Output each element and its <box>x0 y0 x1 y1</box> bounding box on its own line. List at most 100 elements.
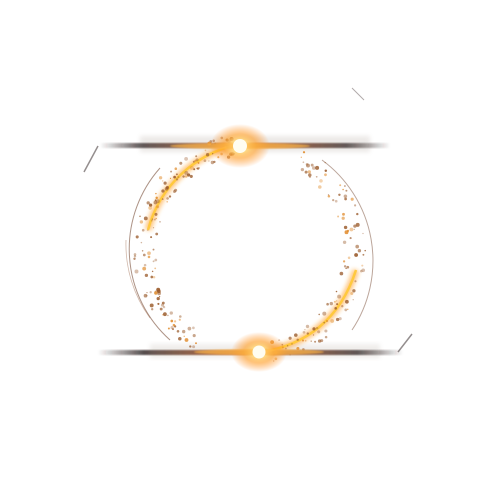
dust-particle <box>154 258 158 262</box>
dust-particle <box>170 319 174 323</box>
dust-particle <box>142 266 147 271</box>
dust-particle <box>135 235 139 239</box>
dust-particle <box>182 175 185 178</box>
dust-particle <box>146 201 150 205</box>
dust-particle <box>343 185 346 187</box>
dust-particle <box>159 221 161 223</box>
dust-particle <box>152 275 156 279</box>
dust-particle <box>361 264 364 267</box>
dust-particle <box>339 184 342 187</box>
dust-particle <box>189 166 194 170</box>
dust-particle <box>141 250 144 252</box>
dust-particle <box>142 253 146 257</box>
dust-particle <box>175 173 178 176</box>
dust-particle <box>143 216 148 221</box>
dust-particle <box>318 313 321 316</box>
dust-particle <box>149 291 152 294</box>
dust-particle <box>306 163 310 168</box>
dust-particle <box>151 308 154 311</box>
dust-particle <box>178 337 182 341</box>
dust-particle <box>322 311 327 316</box>
glowing-ring-arcs <box>144 141 360 356</box>
dust-particle <box>329 301 333 306</box>
dust-particle <box>163 181 167 185</box>
dust-particle <box>336 303 339 306</box>
dust-particle <box>133 255 137 258</box>
dust-particle <box>193 168 196 171</box>
top-right-speck-stroke <box>351 87 365 101</box>
dust-particle <box>154 267 157 270</box>
dust-particle <box>162 314 164 316</box>
dust-particle <box>154 212 158 216</box>
dust-particle <box>210 160 215 165</box>
dust-particle <box>153 218 156 221</box>
dust-particle <box>184 338 189 342</box>
dust-particle <box>305 163 309 166</box>
dust-particle <box>305 324 310 329</box>
dust-particle <box>296 347 300 351</box>
dust-particle <box>168 195 172 198</box>
dust-particle <box>139 215 141 218</box>
dust-particle <box>161 301 165 305</box>
dust-particle <box>154 291 158 295</box>
dust-particle <box>203 159 207 163</box>
dust-particle <box>153 200 158 205</box>
dust-particle <box>288 336 292 340</box>
dust-particle <box>353 228 355 231</box>
dust-particle <box>357 249 362 253</box>
lens-flares <box>170 124 324 372</box>
dust-particle <box>310 163 314 167</box>
dust-particle <box>343 194 348 199</box>
dust-particle <box>139 220 144 224</box>
dust-particle <box>304 170 308 174</box>
dust-particle <box>192 334 196 338</box>
dust-particle <box>341 216 345 220</box>
dust-particle <box>360 269 363 273</box>
dust-particle <box>352 299 354 301</box>
dust-particle <box>167 327 170 330</box>
dust-particle <box>355 244 360 249</box>
dust-particle <box>338 317 342 321</box>
dust-particle <box>334 307 337 310</box>
dust-particle <box>304 339 307 342</box>
dust-particle <box>352 289 356 293</box>
dust-particle <box>346 265 350 269</box>
dust-particle <box>156 205 160 209</box>
dust-particle <box>342 260 346 263</box>
particle-dust <box>133 136 366 362</box>
dust-particle <box>339 271 344 276</box>
dust-particle <box>161 180 164 182</box>
dust-particle <box>166 201 168 203</box>
dust-particle <box>324 329 328 333</box>
dust-particle <box>335 290 338 293</box>
dust-particle <box>157 302 160 305</box>
dust-particle <box>344 197 347 201</box>
dust-particle <box>344 230 349 235</box>
dust-particle <box>356 212 359 216</box>
dust-particle <box>175 178 179 181</box>
dust-particle <box>208 160 210 162</box>
dust-particle <box>306 332 309 335</box>
dust-particle <box>324 173 327 177</box>
dust-particle <box>143 263 147 267</box>
dust-particle <box>337 294 342 299</box>
dust-particle <box>172 323 176 327</box>
dust-particle <box>361 268 366 273</box>
dust-particle <box>173 320 177 323</box>
dust-particle <box>169 311 173 315</box>
dust-particle <box>354 280 357 283</box>
dust-particle <box>354 204 357 207</box>
top-lens-flare-core <box>233 139 247 153</box>
dust-particle <box>192 160 195 163</box>
dust-particle <box>187 326 192 331</box>
dust-particle <box>342 212 345 216</box>
dust-particle <box>300 167 305 172</box>
dust-particle <box>177 176 180 179</box>
dust-particle <box>158 295 161 298</box>
dust-particle <box>152 260 155 263</box>
dust-particle <box>155 192 157 195</box>
dust-particle <box>355 222 360 227</box>
dust-particle <box>349 237 352 240</box>
dust-particle <box>304 328 306 331</box>
dust-particle <box>315 175 318 178</box>
